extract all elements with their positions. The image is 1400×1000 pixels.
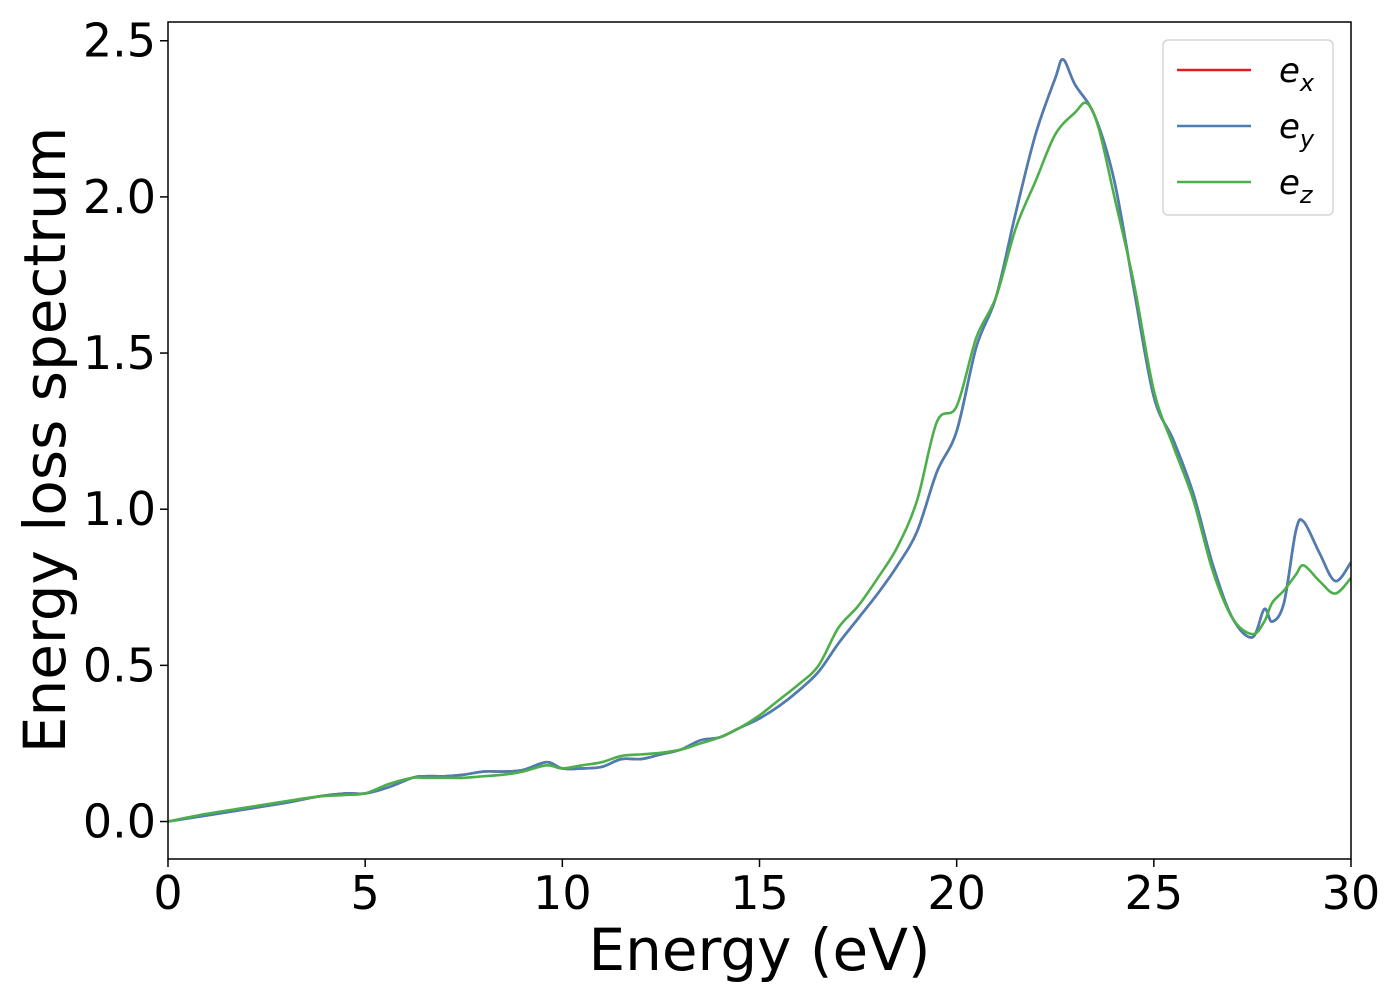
x-tick-label: 20 bbox=[927, 866, 986, 920]
x-tick-label: 15 bbox=[730, 866, 789, 920]
x-tick-label: 5 bbox=[351, 866, 380, 920]
legend-box bbox=[1162, 39, 1334, 216]
y-tick-label: 0.0 bbox=[83, 795, 156, 849]
series-line-e-z bbox=[168, 101, 1351, 823]
x-tick-label: 10 bbox=[533, 866, 592, 920]
legend-label-e-x: ex bbox=[1279, 51, 1315, 97]
x-axis-title: Energy (eV) bbox=[588, 916, 930, 984]
y-tick-label: 1.5 bbox=[83, 326, 156, 380]
ticks-layer: 0 5 10 15 20 25 30 0.0 0.5 1.0 1.5 2.0 2.5 bbox=[83, 14, 1380, 920]
legend: ex ey ez bbox=[1162, 39, 1334, 216]
x-tick-label: 30 bbox=[1322, 866, 1381, 920]
y-tick-label: 2.0 bbox=[83, 170, 156, 224]
series-layer bbox=[168, 58, 1351, 823]
x-tick-label: 25 bbox=[1125, 866, 1184, 920]
y-axis-title: Energy loss spectrum bbox=[11, 127, 79, 753]
y-tick-label: 2.5 bbox=[83, 14, 156, 68]
series-line-e-y bbox=[168, 58, 1351, 823]
x-tick-label: 0 bbox=[153, 866, 182, 920]
y-tick-label: 1.0 bbox=[83, 482, 156, 536]
legend-label-e-z: ez bbox=[1279, 163, 1314, 209]
legend-label-e-y: ey bbox=[1279, 107, 1315, 153]
y-tick-label: 0.5 bbox=[83, 638, 156, 692]
